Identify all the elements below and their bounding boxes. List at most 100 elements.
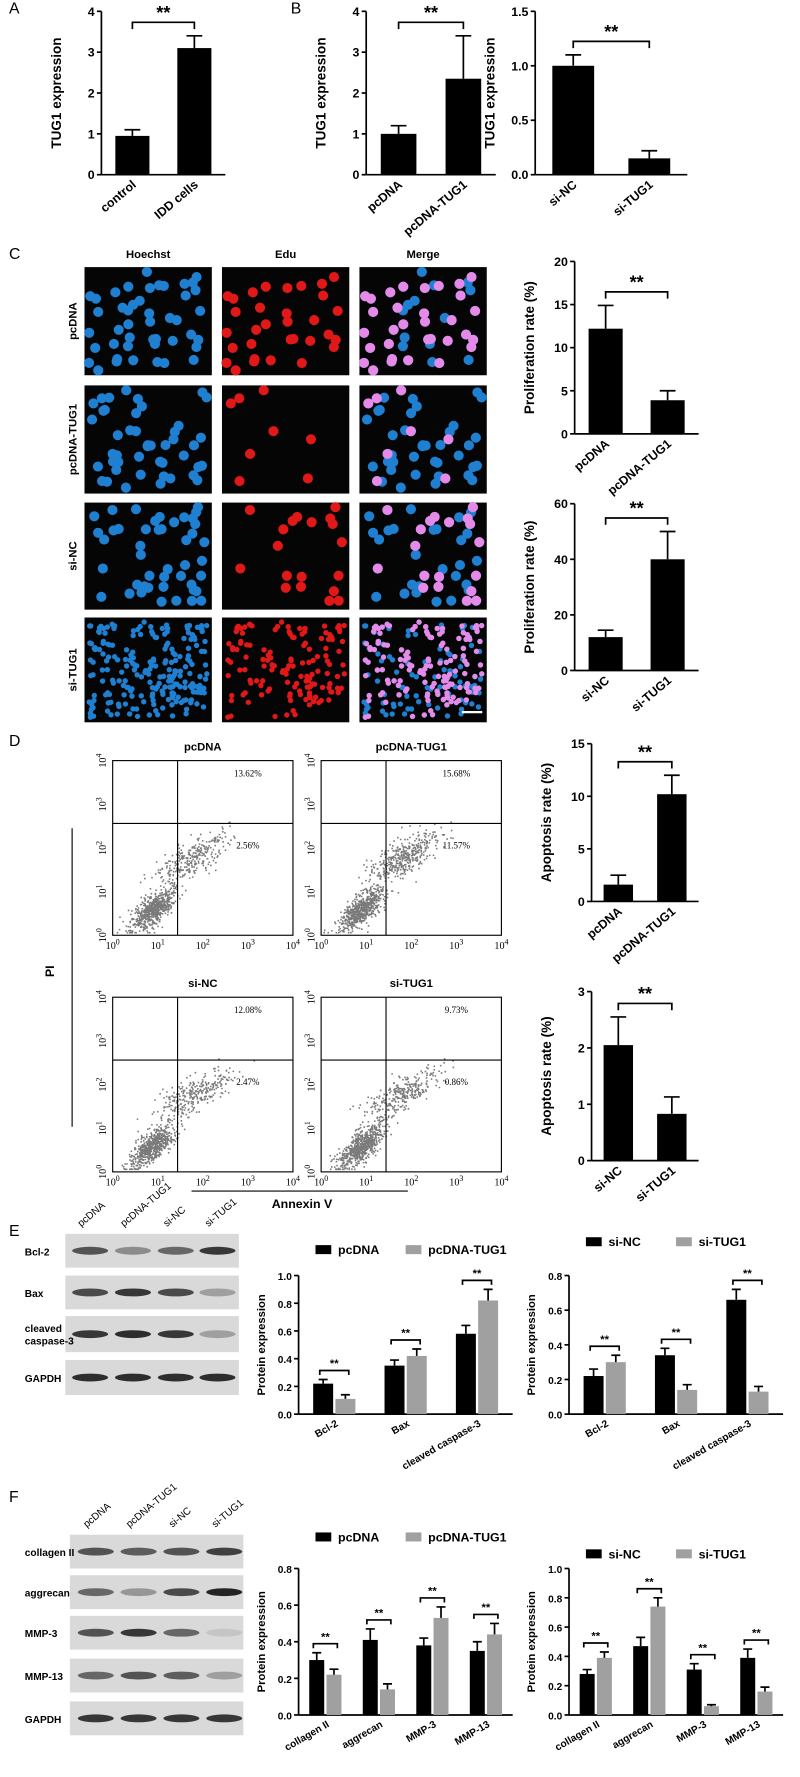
significance-label: ** [630,499,644,519]
tick-exponent: 2 [206,937,210,946]
error-bar [124,128,141,136]
error-bar [365,1628,375,1640]
y-tick-label: 20 [554,608,568,622]
error-bar [455,34,472,79]
tick-exponent: 3 [459,1174,463,1183]
tick-base: 10 [98,845,109,855]
bar [445,78,482,175]
y-tick-label: 0.8 [548,1272,562,1283]
bar [650,559,685,671]
y-tick-label: 0.0 [278,1411,292,1422]
tick-exponent: 0 [324,1174,328,1183]
tick-exponent: 4 [303,990,312,994]
edu-positive [225,385,317,487]
bar [588,328,623,434]
significance-bracket [636,1587,663,1594]
image-column-label: Edu [275,249,296,261]
significance-bracket [318,1369,350,1375]
flow-x-tick-label: 101 [359,1174,373,1189]
flow-title: si-TUG1 [390,978,433,990]
legend-swatch [585,1549,602,1559]
flow-title: si-NC [188,978,217,990]
y-tick-label: 0.4 [278,1638,292,1649]
y-tick-label: 1.0 [278,1272,292,1283]
significance-label: ** [638,984,652,1004]
error-bar [472,1640,482,1651]
y-axis-label: Apoptosis rate (%) [539,1016,554,1135]
x-tick-label: Bax [390,1418,412,1437]
flow-events [329,1058,455,1171]
error-bar [599,1651,609,1658]
tick-base: 10 [359,941,369,952]
tick-base: 10 [494,941,504,952]
tick-exponent: 3 [94,1034,103,1038]
error-bar [340,1393,350,1399]
y-tick-label: 0.8 [548,1594,562,1605]
tick-base: 10 [449,1177,459,1188]
error-bar [186,34,203,49]
significance-label: ** [604,22,618,42]
blot-band [163,1671,200,1680]
y-tick-label: 3 [353,46,360,60]
flow-y-tick-label: 103 [94,797,109,811]
y-tick-label: 1.5 [511,5,528,19]
image-row-label: si-NC [68,541,80,570]
error-bar [436,1606,446,1618]
quadrant-percent: 2.56% [236,840,260,850]
flow-x-tick-label: 101 [359,937,373,952]
flow-y-tick-label: 103 [303,1034,318,1048]
lane-label: si-NC [167,1506,193,1531]
flow-events [116,821,236,934]
legend-label: si-NC [608,1547,640,1561]
significance-bracket [397,21,465,30]
tick-exponent: 4 [296,1174,300,1183]
bar [326,1674,342,1715]
bar [603,1045,634,1161]
lane-label: pcDNA [76,1200,108,1229]
flow-events [121,1058,256,1171]
blot-band [114,1330,151,1339]
nuclei [83,266,206,376]
flow-x-tick-label: 100 [314,937,328,952]
quadrant-percent: 2.47% [236,1077,260,1087]
x-tick-label: si-TUG1 [629,673,674,714]
blot-band [157,1246,194,1255]
bar [757,1691,773,1715]
tick-exponent: 3 [94,797,103,801]
flow-x-tick-label: 103 [241,1174,255,1189]
blot-band [163,1628,200,1637]
y-tick-label: 2 [353,87,360,101]
blot-band [120,1547,157,1556]
nuclei [89,502,210,607]
y-tick-label: 0.2 [548,1682,562,1693]
tick-exponent: 4 [303,754,312,758]
x-tick-label: cleaved caspase-3 [400,1418,483,1472]
tick-exponent: 3 [251,937,255,946]
error-bar [461,1324,471,1334]
x-tick-label: si-NC [591,1163,625,1195]
tick-exponent: 3 [459,937,463,946]
error-bar [610,874,627,885]
x-tick-label: control [98,178,139,216]
y-tick-label: 5 [578,842,585,856]
flow-events [323,821,454,934]
blot-band [199,1373,236,1382]
blot-band [120,1628,157,1637]
x-tick-label: si-NC [578,673,612,705]
significance-label: ** [482,1602,491,1614]
significance-bracket [461,1279,493,1285]
edu-positive [363,385,454,487]
bar [469,1650,485,1715]
significance-label: ** [645,1576,654,1588]
y-tick-label: 0.4 [548,1653,562,1664]
error-bar [659,389,676,401]
y-tick-label: 10 [554,341,568,355]
blot-band [114,1373,151,1382]
blot-row-label: aggrecan [25,1589,70,1600]
y-axis-label: TUG1 expression [49,37,64,148]
x-tick-label: pcDNA-TUG1 [401,177,470,238]
x-tick-label: MMP-3 [405,1719,439,1745]
flow-x-tick-label: 102 [404,937,418,952]
y-tick-label: 1 [353,127,360,141]
